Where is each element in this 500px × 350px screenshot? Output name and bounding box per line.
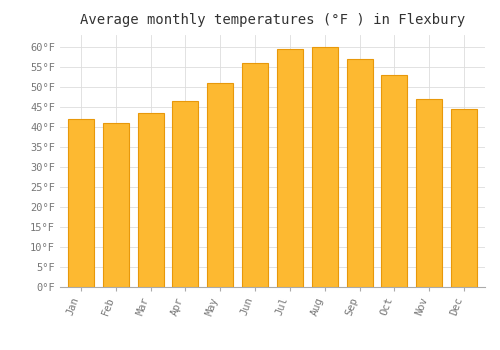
Bar [416, 99, 442, 287]
Bar [451, 109, 477, 287]
Title: Average monthly temperatures (°F ) in Flexbury: Average monthly temperatures (°F ) in Fl… [80, 13, 465, 27]
Bar [68, 119, 94, 287]
Bar [172, 101, 199, 287]
Bar [382, 75, 407, 287]
Bar [346, 59, 372, 287]
Bar [102, 123, 129, 287]
Bar [242, 63, 268, 287]
Bar [138, 113, 164, 287]
Bar [207, 83, 234, 287]
Bar [312, 47, 338, 287]
Bar [277, 49, 303, 287]
